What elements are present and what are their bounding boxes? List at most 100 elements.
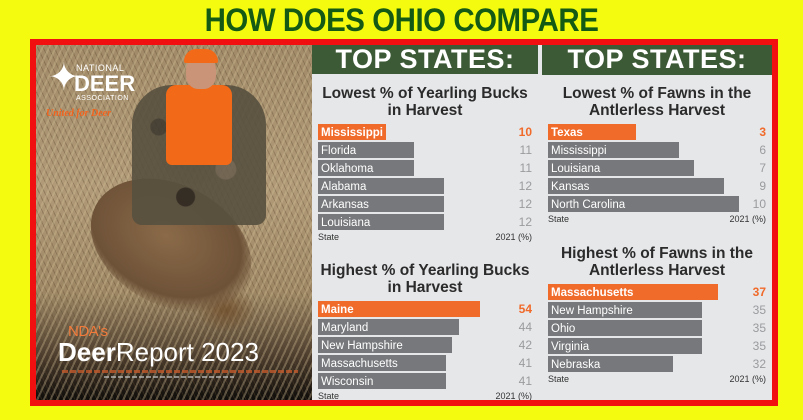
bar: Mississippi [318,124,386,140]
bar: Maryland [318,319,459,335]
state-label: Maine [321,304,354,316]
state-label: Mississippi [551,145,607,157]
axis-label-state: State [318,391,340,400]
bar-rows: Mississippi 10 Florida 11 Oklahoma 11 Alabama 1… [312,123,538,231]
chart-title: Lowest % of Fawns in the Antlerless Harv… [542,85,772,119]
bar: Massachusetts [548,284,718,300]
percent-value: 42 [518,338,532,352]
cover-subtitle-line [62,370,298,373]
percent-value: 11 [519,143,532,157]
bar-row: Wisconsin 41 [318,372,532,390]
state-label: Arkansas [321,199,369,211]
top-states-header: TOP STATES: [312,45,538,74]
bar-row: Arkansas 12 [318,195,532,213]
percent-value: 35 [752,303,766,317]
state-label: Florida [321,145,357,157]
bar-row: Massachusetts 41 [318,354,532,372]
logo-line-deer: DEER [74,71,136,96]
percent-value: 9 [759,179,766,193]
bar: New Hampshire [318,337,452,353]
chart-title-line: Antlerless Harvest [588,102,726,119]
state-label: Kansas [551,181,590,193]
cover-title-rest: Report 2023 [115,337,259,367]
bar-row: Alabama 12 [318,177,532,195]
bar: Massachusetts [318,355,446,371]
bar-row: Louisiana 12 [318,213,532,231]
bar: Kansas [548,178,724,194]
axis-labels: State 2021 (%) [548,373,766,385]
chart-lowest-yearling-bucks: Lowest % of Yearling Bucks in Harvest Mi… [312,85,538,243]
state-label: New Hampshire [551,305,633,317]
deer-report-cover-photo: ✦ NATIONAL DEER ASSOCIATION United for D… [36,45,312,400]
state-label: Nebraska [551,359,601,371]
bar-row: Texas 3 [548,123,766,141]
state-label: Mississippi [321,127,383,139]
percent-value: 12 [518,215,532,229]
logo-tagline: United for Deer [46,108,111,119]
bar-row: Oklahoma 11 [318,159,532,177]
state-label: Louisiana [321,217,371,229]
cover-title: DeerReport 2023 [58,337,259,368]
cover-title-bold: Deer [58,337,116,367]
bar-row: Massachusetts 37 [548,283,766,301]
bar: Louisiana [318,214,444,230]
axis-label-state: State [318,232,340,242]
state-label: Louisiana [551,163,601,175]
percent-value: 37 [752,285,766,299]
red-frame: ✦ NATIONAL DEER ASSOCIATION United for D… [30,39,778,406]
bar: Ohio [548,320,702,336]
bar: Louisiana [548,160,694,176]
bar: Virginia [548,338,702,354]
top-states-header: TOP STATES: [542,45,772,75]
bar: Florida [318,142,414,158]
state-label: Alabama [321,181,367,193]
percent-value: 44 [518,320,532,334]
logo-line-national: NATIONAL [76,63,125,73]
chart-title-line: Highest % of Yearling Bucks [320,262,530,279]
infographic: ✦ NATIONAL DEER ASSOCIATION United for D… [36,45,772,400]
bar-row: North Carolina 10 [548,195,766,213]
bar-row: Maryland 44 [318,318,532,336]
axis-label-year: 2021 (%) [729,214,766,224]
chart-title-line: Lowest % of Fawns in the [562,85,752,102]
bar-row: Mississippi 6 [548,141,766,159]
state-label: North Carolina [551,199,626,211]
bar: Texas [548,124,636,140]
percent-value: 11 [519,161,532,175]
yearling-bucks-panel: TOP STATES: Lowest % of Yearling Bucks i… [312,45,538,400]
chart-title-line: Antlerless Harvest [588,262,726,279]
bar-row: Virginia 35 [548,337,766,355]
bar: Nebraska [548,356,673,372]
state-label: Oklahoma [321,163,374,175]
bar-row: Kansas 9 [548,177,766,195]
percent-value: 32 [752,357,766,371]
bar: Mississippi [548,142,679,158]
bar-row: Nebraska 32 [548,355,766,373]
bar-row: Louisiana 7 [548,159,766,177]
chart-title-line: in Harvest [387,102,463,119]
percent-value: 35 [752,339,766,353]
percent-value: 3 [759,125,766,139]
bar-rows: Texas 3 Mississippi 6 Louisiana 7 Kansas 9 North… [542,123,772,213]
bar: Arkansas [318,196,444,212]
percent-value: 10 [518,125,532,139]
percent-value: 7 [759,161,766,175]
chart-highest-yearling-bucks: Highest % of Yearling Bucks in Harvest M… [312,262,538,400]
chart-title-line: Lowest % of Yearling Bucks [322,85,528,102]
axis-labels: State 2021 (%) [318,231,532,243]
bar: Alabama [318,178,444,194]
state-label: Ohio [551,323,576,335]
bar-row: Mississippi 10 [318,123,532,141]
axis-label-state: State [548,214,570,224]
percent-value: 12 [518,179,532,193]
bar: Maine [318,301,480,317]
chart-highest-fawns: Highest % of Fawns in the Antlerless Har… [542,245,772,385]
bar: Wisconsin [318,373,446,389]
percent-value: 41 [518,374,532,388]
bar-rows: Massachusetts 37 New Hampshire 35 Ohio 35 Virg… [542,283,772,373]
chart-title-line: Highest % of Fawns in the [560,245,754,262]
bar: New Hampshire [548,302,702,318]
bar-row: New Hampshire 42 [318,336,532,354]
state-label: Maryland [321,322,369,334]
cover-credit-line [104,376,234,378]
